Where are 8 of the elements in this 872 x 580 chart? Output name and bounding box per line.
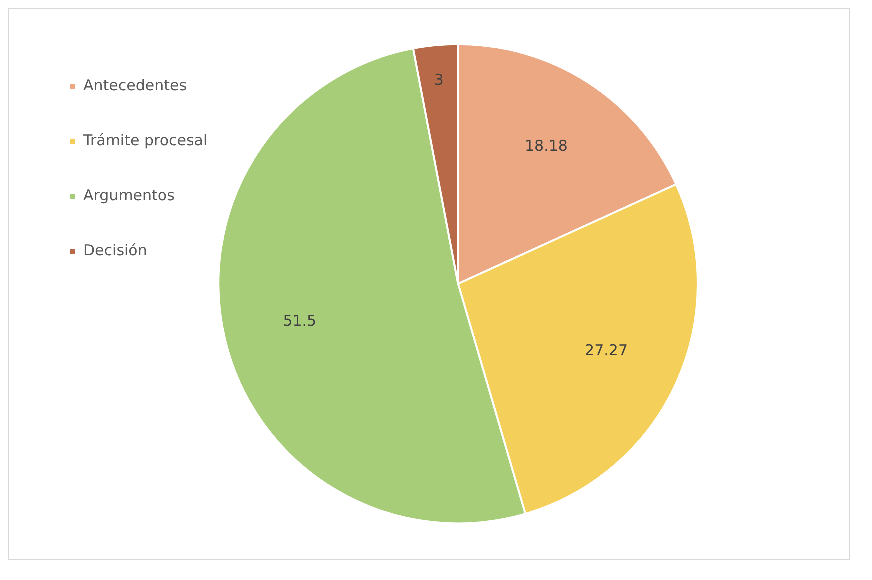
legend-label: Antecedentes: [84, 76, 188, 94]
legend-label: Trámite procesal: [82, 131, 208, 150]
data-label: 3: [434, 71, 444, 90]
data-label: 27.27: [585, 342, 628, 360]
data-label: 51.5: [283, 312, 317, 330]
data-label: 18.18: [524, 136, 568, 155]
legend-label: Decisión: [84, 241, 148, 260]
legend-label: Argumentos: [84, 186, 176, 204]
